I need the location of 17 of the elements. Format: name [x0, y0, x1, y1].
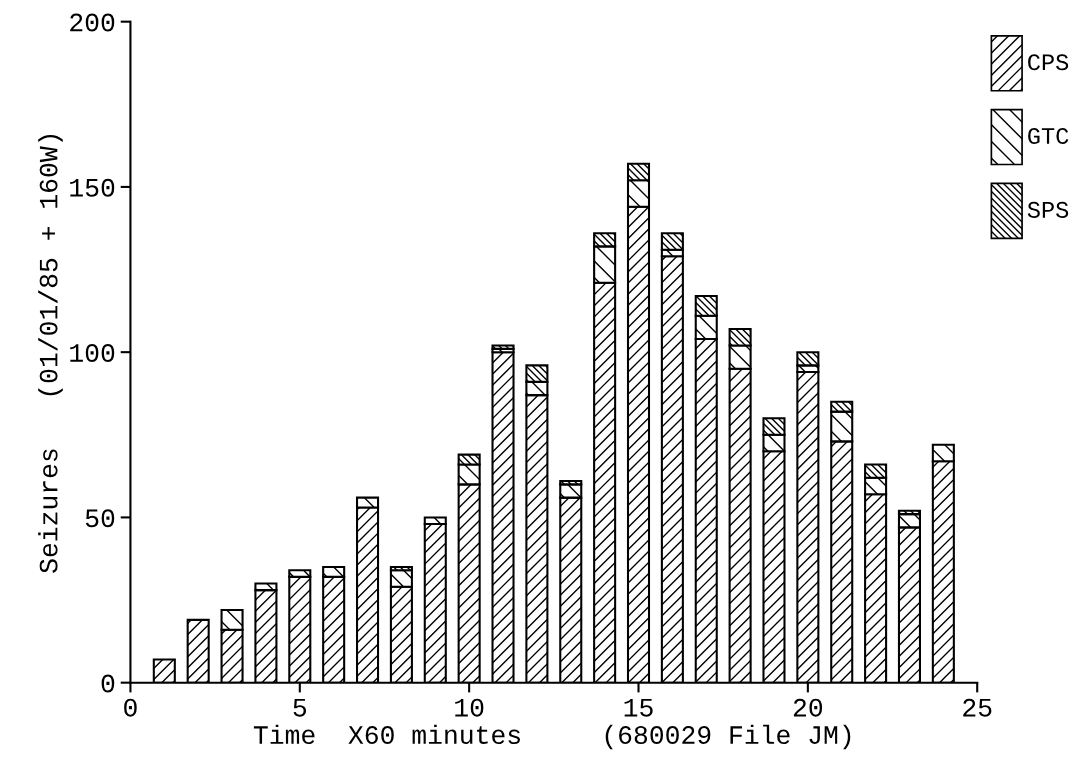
y-tick-label: 0: [101, 674, 115, 693]
y-tick-label: 150: [70, 178, 115, 197]
x-tick-label: 15: [624, 698, 653, 717]
legend-label: CPS: [1028, 54, 1069, 71]
y-tick-label: 200: [70, 13, 115, 32]
x-tick-label: 5: [293, 698, 307, 717]
x-tick-label: 10: [455, 698, 484, 717]
bar: [491, 344, 515, 350]
y-axis-title: Seizures (01/01/85 + 160W): [38, 134, 63, 573]
y-tick-label: 100: [70, 344, 115, 362]
x-tick-label: 25: [963, 698, 992, 717]
x-axis-title: Time X60 minutes (680029 File JM): [253, 724, 851, 750]
x-tick-label: 0: [124, 698, 137, 717]
y-tick-label: 50: [85, 509, 115, 528]
legend-label: GTC: [1028, 128, 1069, 145]
legend-label: SPS: [1027, 201, 1069, 218]
x-tick-label: 20: [793, 698, 823, 717]
